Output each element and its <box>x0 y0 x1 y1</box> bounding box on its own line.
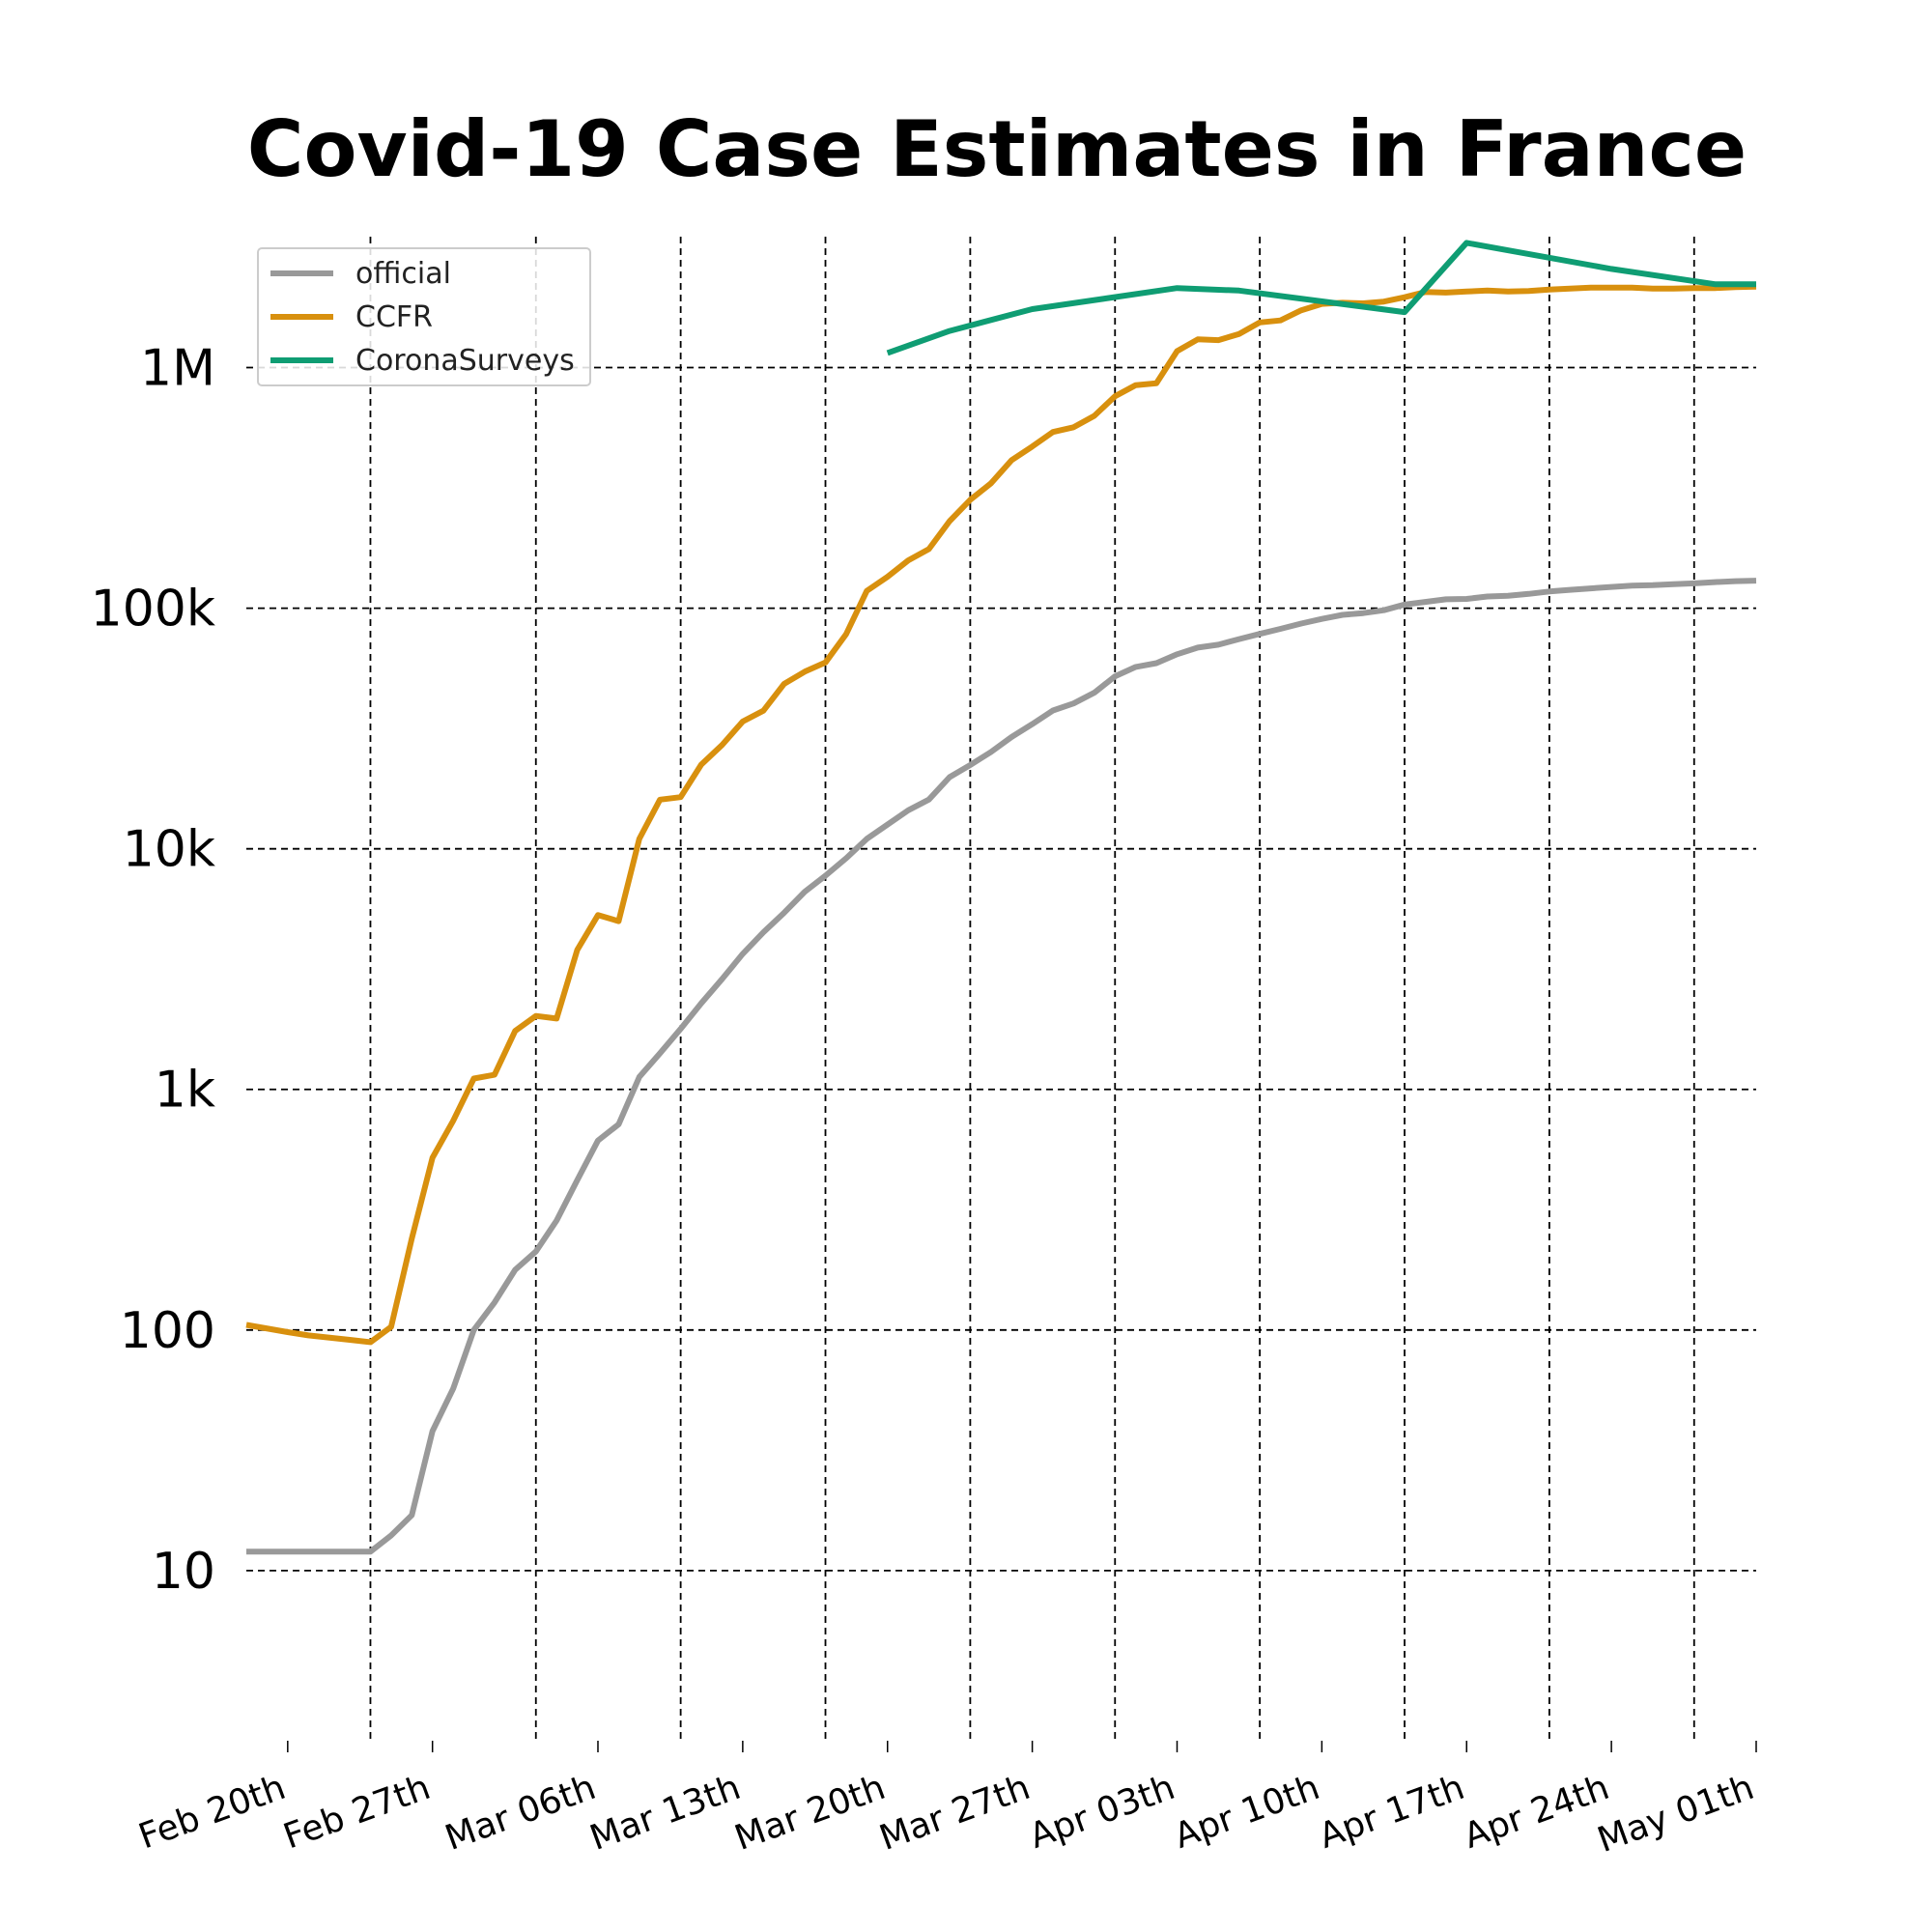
legend-label: CCFR <box>355 300 433 334</box>
x-tick-label: Mar 13th <box>585 1768 746 1859</box>
legend-box <box>257 247 591 386</box>
chart-title: Covid-19 Case Estimates in France <box>247 104 1747 194</box>
y-tick-label: 10 <box>152 1543 215 1601</box>
x-tick-label: Apr 24th <box>1459 1768 1614 1857</box>
legend: official CCFR CoronaSurveys <box>257 247 591 386</box>
x-tick-label: Feb 20th <box>133 1768 290 1858</box>
y-axis-ticks: 10 100 1k 10k 100k 1M <box>91 340 215 1601</box>
series-line-ccfr <box>245 283 1757 1346</box>
x-tick-label: Feb 27th <box>278 1768 435 1858</box>
legend-label: CoronaSurveys <box>355 344 575 378</box>
x-tick-label: Mar 27th <box>874 1768 1035 1859</box>
x-tick-label: May 01th <box>1593 1768 1759 1861</box>
series-line-official <box>246 578 1757 1555</box>
series-line-coronasurveys <box>886 240 1756 356</box>
x-tick-label: Apr 10th <box>1169 1768 1324 1857</box>
x-tick-label: Mar 06th <box>440 1768 601 1859</box>
y-tick-label: 10k <box>123 821 215 879</box>
x-tick-label: Mar 20th <box>729 1768 890 1859</box>
y-tick-label: 100 <box>120 1302 215 1360</box>
y-tick-label: 1M <box>140 340 215 398</box>
y-tick-label: 100k <box>91 581 215 639</box>
x-gridlines <box>369 237 1695 1739</box>
legend-label: official <box>355 257 451 291</box>
x-tick-label: Apr 03th <box>1025 1768 1180 1857</box>
y-gridlines <box>246 366 1756 1572</box>
y-tick-label: 1k <box>155 1062 215 1120</box>
x-tick-label: Apr 17th <box>1314 1768 1469 1857</box>
series-lines <box>245 240 1757 1555</box>
